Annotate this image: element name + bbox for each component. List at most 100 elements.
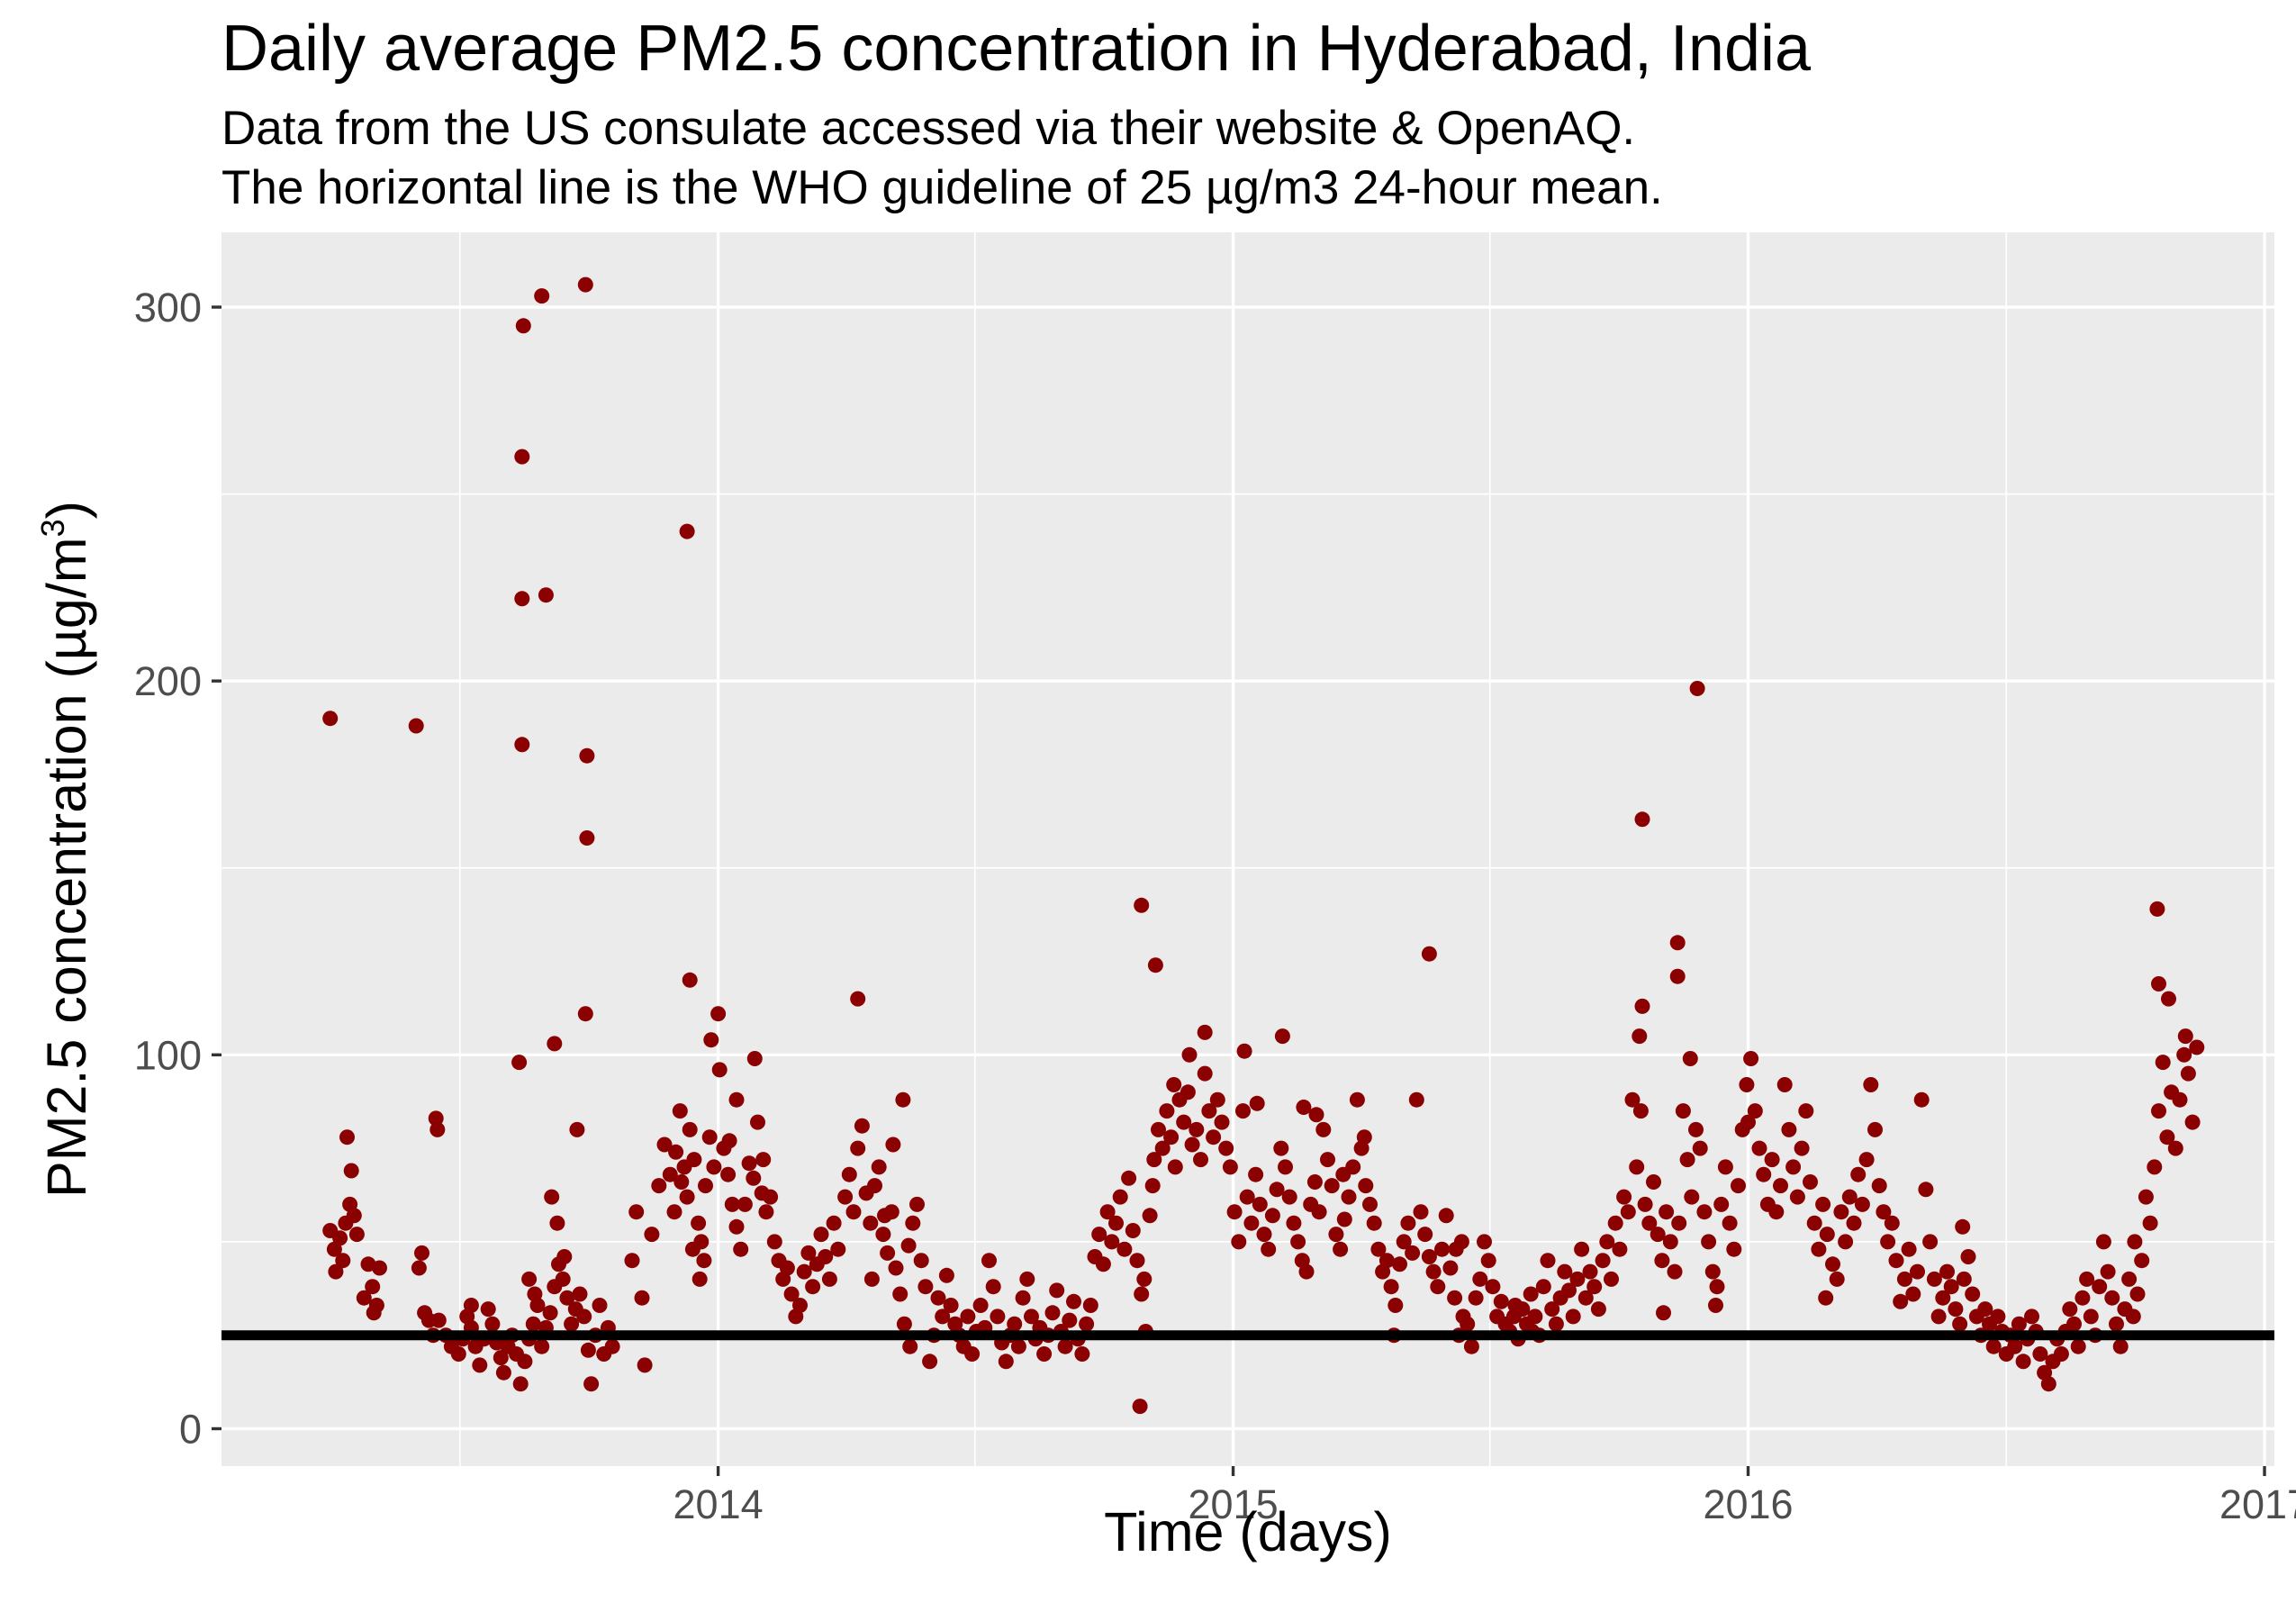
data-point bbox=[905, 1215, 921, 1231]
data-point bbox=[1955, 1218, 1971, 1235]
data-point bbox=[1682, 1051, 1698, 1066]
data-point bbox=[555, 1271, 571, 1287]
data-point bbox=[875, 1227, 891, 1243]
data-point bbox=[514, 448, 530, 465]
data-point bbox=[512, 1376, 529, 1392]
data-point bbox=[1236, 1043, 1252, 1059]
data-point bbox=[711, 1062, 728, 1078]
data-point bbox=[556, 1249, 573, 1264]
data-point bbox=[411, 1260, 427, 1276]
data-point bbox=[1893, 1293, 1909, 1309]
data-point bbox=[805, 1279, 821, 1295]
data-point bbox=[534, 288, 550, 304]
data-point bbox=[1722, 1215, 1738, 1231]
data-point bbox=[1806, 1215, 1822, 1231]
data-point bbox=[1091, 1227, 1107, 1243]
data-point bbox=[1362, 1196, 1378, 1212]
data-point bbox=[1726, 1241, 1742, 1257]
data-point bbox=[1366, 1215, 1382, 1231]
data-point bbox=[1901, 1241, 1917, 1257]
data-point bbox=[1948, 1301, 1964, 1318]
data-point bbox=[724, 1196, 740, 1212]
data-point bbox=[1815, 1196, 1831, 1212]
data-point bbox=[826, 1215, 842, 1231]
data-point bbox=[673, 1174, 690, 1190]
data-point bbox=[1163, 1129, 1180, 1146]
data-point bbox=[1335, 1166, 1351, 1182]
data-point bbox=[1667, 1263, 1683, 1280]
data-point bbox=[1561, 1282, 1577, 1299]
data-point bbox=[1136, 1271, 1153, 1287]
data-point bbox=[1632, 1028, 1648, 1045]
data-point bbox=[1472, 1271, 1488, 1287]
data-point bbox=[885, 1137, 901, 1153]
data-point bbox=[1151, 1121, 1166, 1137]
data-point bbox=[880, 1245, 896, 1261]
data-point bbox=[1180, 1084, 1196, 1100]
data-point bbox=[998, 1354, 1014, 1370]
data-point bbox=[1819, 1227, 1835, 1243]
data-point bbox=[1341, 1189, 1357, 1205]
data-point bbox=[1717, 1159, 1733, 1175]
data-point bbox=[1871, 1178, 1887, 1194]
data-point bbox=[1007, 1316, 1023, 1332]
data-point bbox=[1569, 1271, 1586, 1287]
x-tick-label: 2017 bbox=[2219, 1481, 2296, 1527]
data-point bbox=[1910, 1263, 1925, 1280]
data-point bbox=[902, 1338, 918, 1354]
data-point bbox=[1493, 1293, 1509, 1309]
data-point bbox=[1392, 1256, 1407, 1272]
data-point bbox=[1261, 1241, 1277, 1257]
data-point bbox=[1739, 1077, 1755, 1092]
data-point bbox=[1320, 1152, 1335, 1168]
data-point bbox=[766, 1234, 782, 1250]
data-point bbox=[1604, 1271, 1619, 1287]
data-point bbox=[755, 1152, 772, 1168]
data-point bbox=[1315, 1121, 1332, 1137]
data-point bbox=[1249, 1095, 1265, 1111]
data-point bbox=[1134, 1286, 1150, 1302]
data-point bbox=[1356, 1129, 1372, 1146]
data-point bbox=[1383, 1279, 1399, 1295]
data-point bbox=[917, 1279, 934, 1295]
data-point bbox=[1336, 1211, 1352, 1227]
data-point bbox=[577, 1006, 593, 1022]
y-axis-title: PM2.5 concentration (µg/m3) bbox=[34, 501, 97, 1198]
data-point bbox=[2095, 1234, 2111, 1250]
data-point bbox=[1701, 1234, 1717, 1250]
data-point bbox=[1447, 1290, 1463, 1306]
data-point bbox=[1286, 1215, 1302, 1231]
data-point bbox=[1684, 1189, 1700, 1205]
data-point bbox=[2176, 1046, 2192, 1063]
data-point bbox=[721, 1133, 737, 1149]
data-point bbox=[1463, 1338, 1479, 1354]
data-point bbox=[2180, 1065, 2196, 1082]
data-point bbox=[1134, 897, 1150, 913]
data-point bbox=[2032, 1346, 2048, 1362]
y-axis-title-close: ) bbox=[36, 501, 97, 519]
data-point bbox=[1049, 1282, 1065, 1299]
data-point bbox=[1544, 1301, 1560, 1318]
data-point bbox=[2109, 1316, 2124, 1332]
y-axis-title-superscript: 3 bbox=[34, 519, 71, 537]
data-point bbox=[728, 1091, 745, 1108]
data-point bbox=[666, 1204, 682, 1220]
data-point bbox=[2083, 1309, 2099, 1325]
axes: 0 100 200 300 2014 2015 2016 2017 bbox=[134, 285, 2296, 1527]
data-point bbox=[682, 1121, 698, 1137]
y-tick-label: 100 bbox=[134, 1032, 202, 1078]
data-point bbox=[938, 1267, 954, 1283]
data-point bbox=[2138, 1189, 2154, 1205]
data-point bbox=[1421, 1249, 1437, 1264]
data-point bbox=[637, 1357, 653, 1373]
data-point bbox=[746, 1051, 763, 1066]
data-point bbox=[1066, 1293, 1081, 1309]
chart-title: Daily average PM2.5 concentration in Hyd… bbox=[221, 13, 1812, 85]
data-point bbox=[1421, 946, 1437, 962]
data-point bbox=[1448, 1241, 1464, 1257]
data-point bbox=[1206, 1129, 1222, 1146]
data-point bbox=[525, 1316, 541, 1332]
data-point bbox=[1586, 1279, 1603, 1295]
data-point bbox=[1977, 1301, 1993, 1318]
